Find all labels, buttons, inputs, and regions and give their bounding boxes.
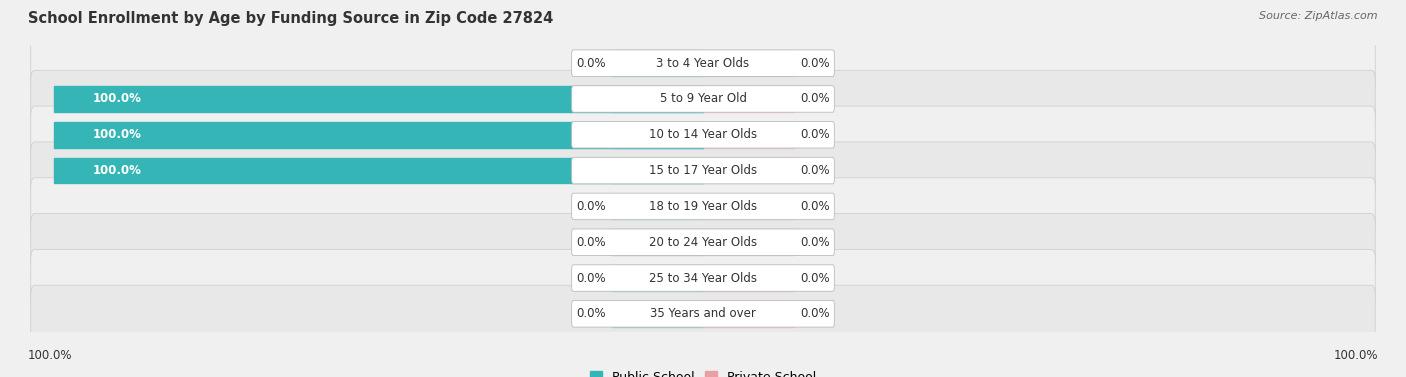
FancyBboxPatch shape [572, 86, 834, 112]
Text: 15 to 17 Year Olds: 15 to 17 Year Olds [650, 164, 756, 177]
Text: Source: ZipAtlas.com: Source: ZipAtlas.com [1260, 11, 1378, 21]
Text: 18 to 19 Year Olds: 18 to 19 Year Olds [650, 200, 756, 213]
Bar [612, 50, 703, 76]
Bar [703, 193, 794, 219]
Text: 100.0%: 100.0% [93, 164, 142, 177]
Bar [53, 122, 703, 148]
Text: 0.0%: 0.0% [800, 307, 830, 320]
Text: 0.0%: 0.0% [800, 236, 830, 249]
Text: 3 to 4 Year Olds: 3 to 4 Year Olds [657, 57, 749, 70]
Bar [612, 301, 703, 327]
Text: 0.0%: 0.0% [576, 236, 606, 249]
Bar [703, 122, 794, 148]
Bar [703, 229, 794, 255]
Text: 35 Years and over: 35 Years and over [650, 307, 756, 320]
Text: 0.0%: 0.0% [800, 164, 830, 177]
Bar [612, 158, 703, 184]
Text: 0.0%: 0.0% [800, 92, 830, 106]
Bar [703, 158, 794, 184]
Text: School Enrollment by Age by Funding Source in Zip Code 27824: School Enrollment by Age by Funding Sour… [28, 11, 554, 26]
Bar [612, 122, 703, 148]
FancyBboxPatch shape [31, 106, 1375, 164]
FancyBboxPatch shape [572, 193, 834, 220]
Text: 0.0%: 0.0% [576, 271, 606, 285]
Bar [612, 265, 703, 291]
FancyBboxPatch shape [31, 70, 1375, 128]
Text: 100.0%: 100.0% [28, 349, 73, 362]
Text: 0.0%: 0.0% [576, 200, 606, 213]
Text: 0.0%: 0.0% [800, 271, 830, 285]
Bar [703, 301, 794, 327]
Text: 25 to 34 Year Olds: 25 to 34 Year Olds [650, 271, 756, 285]
FancyBboxPatch shape [31, 178, 1375, 235]
FancyBboxPatch shape [572, 121, 834, 148]
Bar [703, 86, 794, 112]
FancyBboxPatch shape [31, 250, 1375, 307]
Text: 0.0%: 0.0% [800, 57, 830, 70]
Text: 0.0%: 0.0% [800, 128, 830, 141]
Text: 20 to 24 Year Olds: 20 to 24 Year Olds [650, 236, 756, 249]
Bar [53, 86, 703, 112]
Legend: Public School, Private School: Public School, Private School [585, 366, 821, 377]
FancyBboxPatch shape [31, 142, 1375, 199]
Text: 100.0%: 100.0% [93, 128, 142, 141]
Bar [612, 193, 703, 219]
Bar [703, 265, 794, 291]
Bar [612, 86, 703, 112]
Text: 100.0%: 100.0% [1333, 349, 1378, 362]
FancyBboxPatch shape [31, 35, 1375, 92]
Text: 0.0%: 0.0% [576, 57, 606, 70]
Text: 5 to 9 Year Old: 5 to 9 Year Old [659, 92, 747, 106]
FancyBboxPatch shape [31, 285, 1375, 343]
FancyBboxPatch shape [572, 157, 834, 184]
Bar [703, 50, 794, 76]
Text: 0.0%: 0.0% [576, 307, 606, 320]
Text: 0.0%: 0.0% [800, 200, 830, 213]
FancyBboxPatch shape [572, 229, 834, 256]
Bar [612, 229, 703, 255]
FancyBboxPatch shape [31, 214, 1375, 271]
FancyBboxPatch shape [572, 265, 834, 291]
FancyBboxPatch shape [572, 50, 834, 77]
FancyBboxPatch shape [572, 300, 834, 327]
Bar [53, 158, 703, 184]
Text: 100.0%: 100.0% [93, 92, 142, 106]
Text: 10 to 14 Year Olds: 10 to 14 Year Olds [650, 128, 756, 141]
